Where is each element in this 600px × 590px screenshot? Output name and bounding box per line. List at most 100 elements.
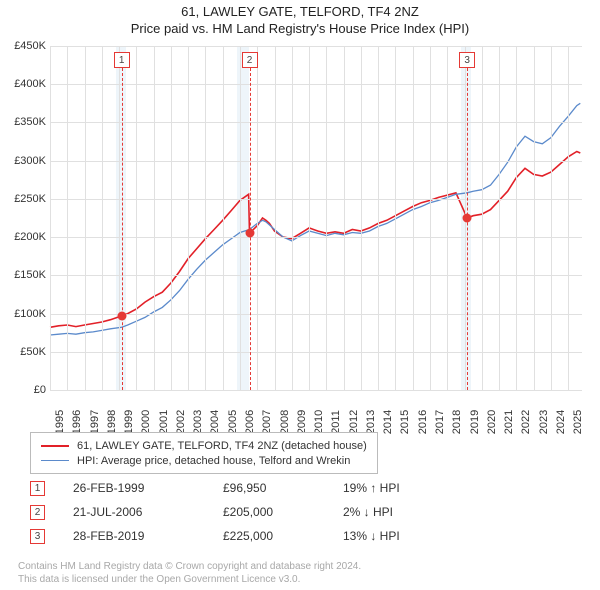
- title-subtitle: Price paid vs. HM Land Registry's House …: [0, 21, 600, 38]
- footer-line1: Contains HM Land Registry data © Crown c…: [18, 561, 361, 574]
- sales-table: 1 26-FEB-1999 £96,950 19% ↑ HPI 2 21-JUL…: [30, 476, 463, 548]
- legend-label-hpi: HPI: Average price, detached house, Telf…: [77, 455, 350, 467]
- gridline-v: [361, 46, 362, 390]
- sale-price-3: £225,000: [223, 529, 343, 543]
- y-tick-label: £100K: [2, 308, 46, 320]
- gridline-v: [85, 46, 86, 390]
- gridline-h: [50, 237, 582, 238]
- x-tick-label: 2016: [417, 410, 429, 434]
- gridline-v: [188, 46, 189, 390]
- y-tick-label: £50K: [2, 346, 46, 358]
- x-tick-label: 2018: [451, 410, 463, 434]
- x-tick-label: 2012: [348, 410, 360, 434]
- title-block: 61, LAWLEY GATE, TELFORD, TF4 2NZ Price …: [0, 0, 600, 38]
- series-property: [50, 152, 580, 328]
- x-tick-label: 2001: [158, 410, 170, 434]
- sale-date-1: 26-FEB-1999: [73, 481, 223, 495]
- x-tick-label: 2006: [244, 410, 256, 434]
- gridline-h: [50, 352, 582, 353]
- sale-marker-box: 2: [242, 52, 258, 68]
- sale-price-2: £205,000: [223, 505, 343, 519]
- sale-dot: [117, 311, 126, 320]
- footer-line2: This data is licensed under the Open Gov…: [18, 574, 361, 587]
- gridline-h: [50, 275, 582, 276]
- gridline-v: [136, 46, 137, 390]
- x-tick-label: 2003: [192, 410, 204, 434]
- gridline-v: [499, 46, 500, 390]
- x-tick-label: 2014: [382, 410, 394, 434]
- gridline-v: [568, 46, 569, 390]
- gridline-v: [516, 46, 517, 390]
- gridline-v: [378, 46, 379, 390]
- sale-dash-line: [250, 58, 251, 390]
- y-tick-label: £250K: [2, 193, 46, 205]
- gridline-v: [413, 46, 414, 390]
- gridline-v: [344, 46, 345, 390]
- y-tick-label: £300K: [2, 155, 46, 167]
- x-tick-label: 2008: [279, 410, 291, 434]
- gridline-v: [275, 46, 276, 390]
- gridline-v: [119, 46, 120, 390]
- gridline-h: [50, 122, 582, 123]
- sale-dot: [245, 229, 254, 238]
- x-tick-label: 2011: [330, 410, 342, 434]
- x-tick-label: 1995: [54, 410, 66, 434]
- gridline-v: [395, 46, 396, 390]
- x-tick-label: 2024: [555, 410, 567, 434]
- y-tick-label: £350K: [2, 116, 46, 128]
- gridline-v: [447, 46, 448, 390]
- sales-row-3: 3 28-FEB-2019 £225,000 13% ↓ HPI: [30, 524, 463, 548]
- gridline-v: [223, 46, 224, 390]
- legend-box: 61, LAWLEY GATE, TELFORD, TF4 2NZ (detac…: [30, 432, 378, 474]
- sale-dash-line: [122, 58, 123, 390]
- gridline-v: [67, 46, 68, 390]
- footer-attribution: Contains HM Land Registry data © Crown c…: [18, 561, 361, 586]
- sale-date-3: 28-FEB-2019: [73, 529, 223, 543]
- sale-marker-2: 2: [30, 505, 45, 520]
- gridline-v: [309, 46, 310, 390]
- x-tick-label: 2015: [399, 410, 411, 434]
- y-tick-label: £150K: [2, 269, 46, 281]
- sale-diff-2: 2% ↓ HPI: [343, 505, 463, 519]
- sale-dot: [463, 214, 472, 223]
- gridline-v: [102, 46, 103, 390]
- sale-marker-3: 3: [30, 529, 45, 544]
- gridline-v: [482, 46, 483, 390]
- x-tick-label: 2009: [296, 410, 308, 434]
- gridline-v: [430, 46, 431, 390]
- gridline-v: [50, 46, 51, 390]
- x-tick-label: 2025: [572, 410, 584, 434]
- x-tick-label: 2007: [261, 410, 273, 434]
- gridline-v: [292, 46, 293, 390]
- chart-container: 61, LAWLEY GATE, TELFORD, TF4 2NZ Price …: [0, 0, 600, 590]
- x-tick-label: 2020: [486, 410, 498, 434]
- x-tick-label: 2010: [313, 410, 325, 434]
- sale-dash-line: [467, 58, 468, 390]
- x-tick-label: 2022: [520, 410, 532, 434]
- x-tick-label: 1996: [71, 410, 83, 434]
- gridline-v: [534, 46, 535, 390]
- gridline-v: [240, 46, 241, 390]
- x-tick-label: 2013: [365, 410, 377, 434]
- x-tick-label: 1997: [89, 410, 101, 434]
- y-tick-label: £400K: [2, 78, 46, 90]
- x-tick-label: 1998: [106, 410, 118, 434]
- y-tick-label: £0: [2, 384, 46, 396]
- gridline-v: [154, 46, 155, 390]
- gridline-h: [50, 161, 582, 162]
- sale-marker-1: 1: [30, 481, 45, 496]
- x-tick-label: 2023: [538, 410, 550, 434]
- chart-plot-area: 123: [50, 46, 582, 390]
- x-tick-label: 2019: [469, 410, 481, 434]
- x-tick-label: 2017: [434, 410, 446, 434]
- gridline-h: [50, 314, 582, 315]
- gridline-v: [171, 46, 172, 390]
- legend-swatch-blue: [41, 460, 69, 461]
- gridline-v: [551, 46, 552, 390]
- legend-item-property: 61, LAWLEY GATE, TELFORD, TF4 2NZ (detac…: [41, 438, 367, 453]
- sale-date-2: 21-JUL-2006: [73, 505, 223, 519]
- gridline-h: [50, 46, 582, 47]
- gridline-v: [257, 46, 258, 390]
- sale-diff-3: 13% ↓ HPI: [343, 529, 463, 543]
- sale-diff-1: 19% ↑ HPI: [343, 481, 463, 495]
